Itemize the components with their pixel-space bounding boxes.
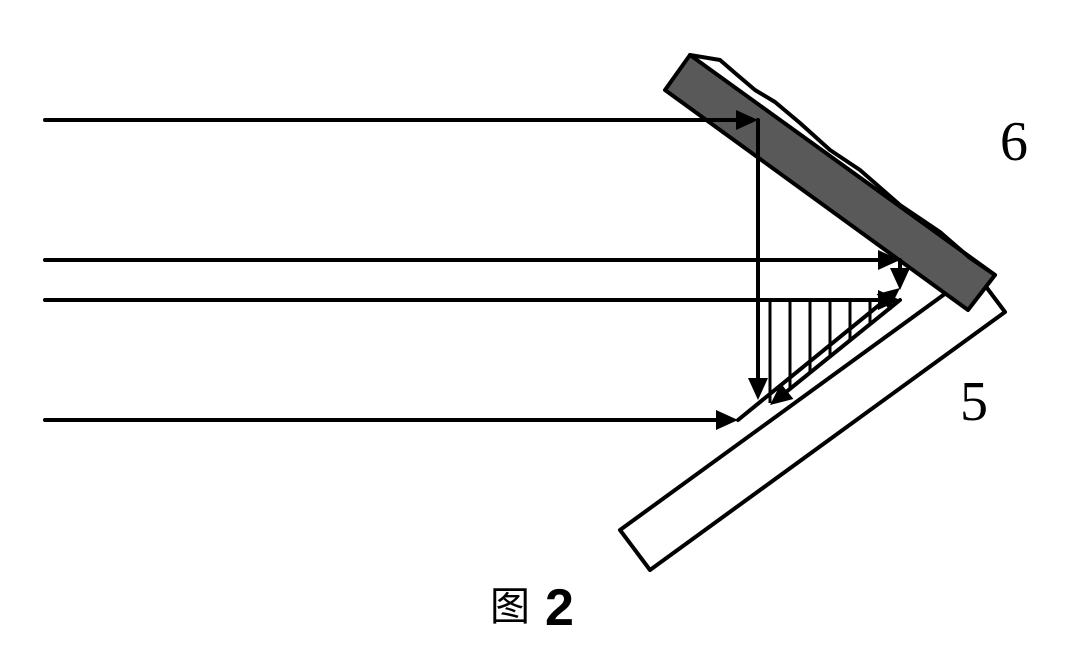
svg-text:5: 5: [960, 371, 988, 433]
svg-text:2: 2: [545, 579, 574, 637]
optics-diagram: 6 5 图2: [0, 0, 1089, 649]
mirror-6: [665, 55, 995, 310]
svg-text:图: 图: [490, 584, 530, 629]
svg-text:6: 6: [1000, 111, 1028, 173]
